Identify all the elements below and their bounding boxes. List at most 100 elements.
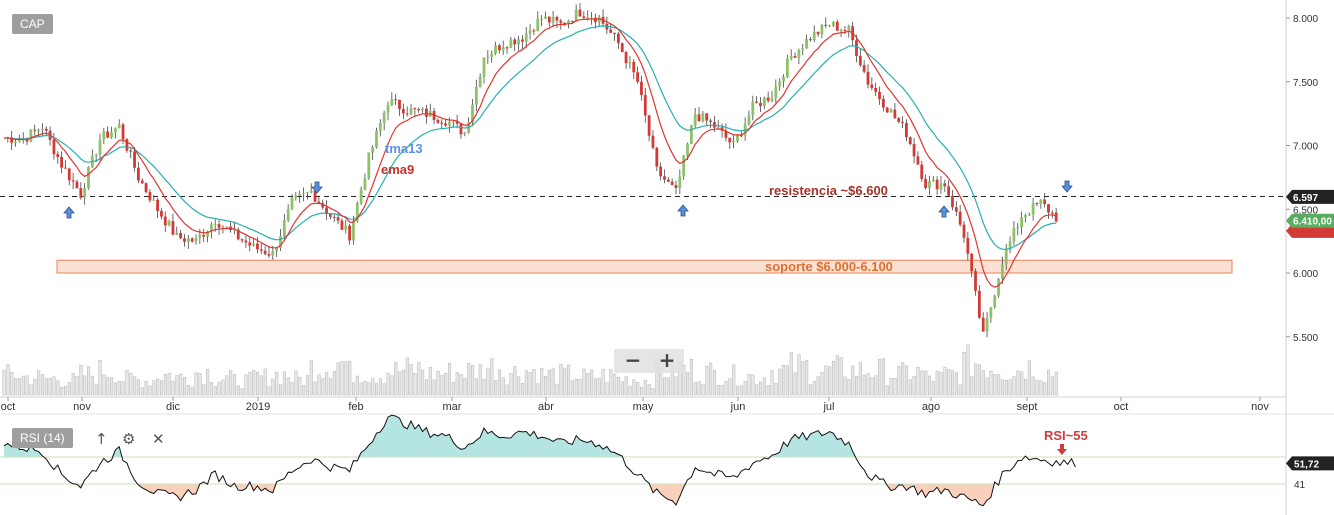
- volume-bar: [471, 365, 475, 396]
- gear-icon[interactable]: ⚙: [122, 430, 136, 448]
- candle: [140, 180, 144, 184]
- symbol-badge[interactable]: CAP: [12, 14, 53, 34]
- time-axis-label: nov: [73, 401, 91, 413]
- candle: [348, 225, 351, 241]
- volume-bar: [225, 375, 229, 396]
- zoom-in-button[interactable]: +: [658, 348, 676, 372]
- candle: [617, 33, 620, 44]
- volume-bar: [121, 381, 125, 396]
- volume-bar: [751, 374, 755, 396]
- volume-bar: [663, 377, 667, 396]
- volume-bar: [148, 385, 152, 396]
- price-axis-label: 7.000: [1293, 142, 1318, 153]
- candle: [459, 123, 463, 135]
- time-axis-label: dic: [166, 401, 181, 413]
- volume-bar: [229, 370, 233, 396]
- candle: [14, 141, 17, 143]
- candle: [352, 221, 355, 241]
- candle: [774, 86, 778, 98]
- volume-bar: [152, 380, 156, 396]
- candle: [233, 229, 236, 231]
- volume-bar: [417, 361, 421, 396]
- candle: [924, 178, 927, 189]
- volume-bar: [1054, 371, 1058, 396]
- candle: [643, 94, 647, 116]
- time-axis[interactable]: oct nov dic 2019 feb mar abr may jun jul ago sept oc…: [1, 397, 1270, 413]
- volume-bar: [98, 359, 102, 396]
- volume-bar: [666, 377, 670, 396]
- arrow-up-icon[interactable]: ↑: [95, 430, 108, 448]
- zoom-out-button[interactable]: −: [624, 348, 642, 372]
- time-axis-label: jul: [822, 401, 834, 413]
- volume-bar: [805, 359, 809, 396]
- candle: [17, 139, 21, 142]
- volume-bar: [490, 358, 494, 396]
- sell-arrow-icon: [311, 181, 323, 194]
- candle: [559, 20, 563, 23]
- volume-bar: [808, 384, 813, 396]
- volume-bar: [874, 375, 878, 396]
- volume-bar: [2, 369, 6, 396]
- volume-bar: [820, 371, 824, 396]
- volume-bar: [33, 379, 37, 396]
- candle: [317, 201, 321, 204]
- candle: [148, 192, 152, 201]
- candle: [893, 109, 897, 118]
- buy-arrow-icon: [63, 206, 75, 219]
- close-icon[interactable]: ✕: [152, 430, 165, 448]
- rsi-indicator-badge[interactable]: RSI (14): [12, 428, 73, 448]
- candle: [547, 16, 551, 23]
- volume-bar: [206, 369, 210, 396]
- volume-bar: [175, 375, 179, 396]
- candle: [832, 21, 835, 26]
- volume-bar: [113, 382, 118, 396]
- volume-bar: [371, 378, 375, 396]
- volume-bar: [616, 376, 621, 396]
- candle: [674, 185, 678, 188]
- volume-bar: [701, 384, 705, 396]
- volume-bar: [305, 375, 310, 396]
- volume-bar: [286, 377, 290, 396]
- volume-bar: [1012, 376, 1016, 396]
- volume-bar: [129, 372, 133, 396]
- candle: [64, 167, 67, 169]
- volume-bar: [839, 357, 843, 396]
- candle: [394, 99, 398, 101]
- buy-arrow-icon: [938, 205, 950, 218]
- candle: [736, 135, 739, 142]
- candle: [290, 197, 294, 209]
- candle: [632, 61, 636, 73]
- volume-bar: [156, 378, 160, 396]
- volume-bar: [689, 359, 694, 396]
- zoom-control[interactable]: − +: [614, 349, 684, 373]
- candle: [221, 226, 225, 228]
- candle: [920, 164, 924, 179]
- volume-bar: [221, 379, 225, 396]
- volume-bar: [743, 381, 747, 396]
- volume-bar: [447, 362, 452, 396]
- volume-bar: [927, 375, 932, 396]
- candle: [524, 33, 528, 42]
- candle: [1016, 227, 1020, 229]
- price-axis-label: 7.500: [1293, 78, 1318, 89]
- candle: [398, 99, 401, 109]
- resistance-label: resistencia ~$6.600: [769, 183, 888, 198]
- volume-bar: [824, 365, 828, 396]
- volume-bar: [1000, 379, 1005, 396]
- volume-bar: [993, 374, 997, 396]
- volume-bar: [183, 377, 187, 396]
- candle: [344, 225, 348, 230]
- rsi-value-tag: 51,72: [1294, 459, 1319, 470]
- candle: [555, 16, 559, 21]
- candle: [413, 108, 417, 110]
- candle: [620, 43, 624, 53]
- volume-bar: [244, 374, 248, 396]
- price-axis[interactable]: 8.000 7.500 7.000 6.500 6.000 5.500: [1286, 14, 1318, 344]
- volume-bar: [48, 378, 52, 396]
- candle: [436, 119, 440, 123]
- candle: [202, 235, 206, 237]
- candle: [382, 112, 386, 123]
- volume-bar: [1031, 376, 1035, 396]
- volume-bar: [1039, 380, 1043, 396]
